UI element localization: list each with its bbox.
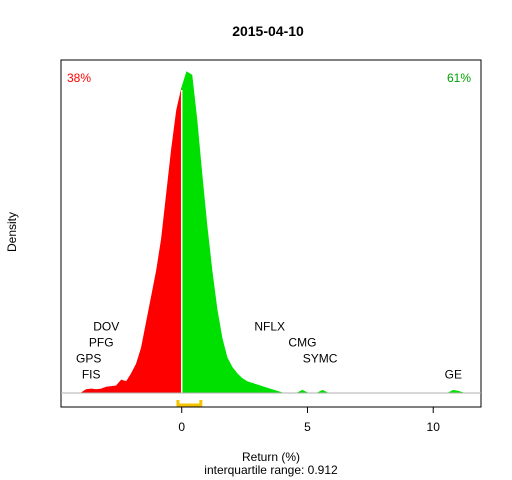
x-tick-label: 0 bbox=[178, 420, 185, 434]
iqr-bracket bbox=[176, 400, 203, 407]
ticker-label: NFLX bbox=[254, 319, 285, 333]
negative-share-label: 38% bbox=[67, 71, 91, 85]
iqr-subtitle: interquartile range: 0.912 bbox=[204, 463, 338, 477]
ticker-label: DOV bbox=[93, 319, 119, 333]
ticker-label: GPS bbox=[76, 352, 101, 366]
plot-frame bbox=[60, 59, 482, 408]
x-tick-label: 10 bbox=[427, 420, 441, 434]
ticker-label: GE bbox=[445, 368, 462, 382]
x-axis: 0 5 10 bbox=[178, 406, 441, 434]
ticker-label: PFG bbox=[89, 335, 114, 349]
y-axis-label: Density bbox=[5, 212, 19, 252]
iqr-bracket-line bbox=[176, 400, 203, 407]
ticker-label: SYMC bbox=[303, 352, 338, 366]
positive-area bbox=[181, 71, 464, 394]
x-axis-label: Return (%) bbox=[242, 450, 300, 464]
ticker-label: FIS bbox=[82, 368, 101, 382]
positive-share-label: 61% bbox=[447, 71, 471, 85]
negative-area bbox=[79, 87, 183, 394]
ticker-label: CMG bbox=[288, 335, 316, 349]
chart-title: 2015-04-10 bbox=[232, 23, 304, 39]
density-area bbox=[79, 71, 464, 394]
x-tick-label: 5 bbox=[304, 420, 311, 434]
